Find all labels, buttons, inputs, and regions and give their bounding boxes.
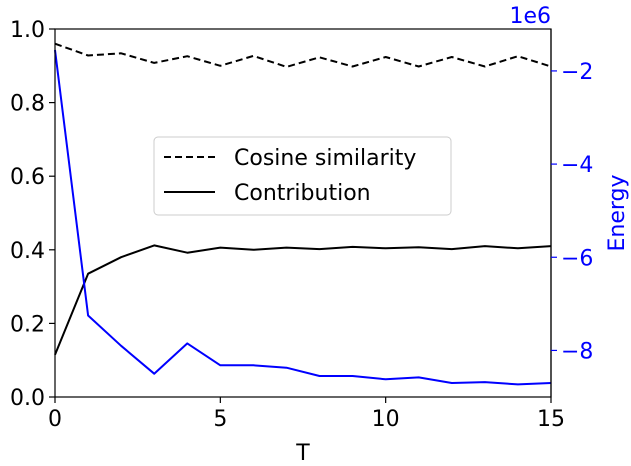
left-y-tick-label: 1.0 bbox=[10, 18, 45, 43]
right-y-tick-label: −8 bbox=[561, 339, 593, 364]
left-y-axis: 0.0 0.2 0.4 0.6 0.8 1.0 bbox=[10, 18, 55, 411]
left-y-tick-label: 0.4 bbox=[10, 239, 45, 264]
legend-label-contribution: Contribution bbox=[234, 181, 371, 206]
right-axis-label: Energy bbox=[605, 174, 630, 251]
series-line-contribution bbox=[54, 244, 552, 356]
x-axis: 0 5 10 15 bbox=[48, 397, 565, 432]
left-y-tick-label: 0.0 bbox=[10, 386, 45, 411]
legend-label-cosine-similarity: Cosine similarity bbox=[234, 146, 416, 171]
right-axis-offset-text: 1e6 bbox=[509, 4, 551, 29]
x-tick-label: 15 bbox=[537, 407, 565, 432]
right-y-axis: −2 −4 −6 −8 bbox=[550, 29, 593, 397]
x-tick-label: 5 bbox=[213, 407, 227, 432]
x-tick-label: 0 bbox=[48, 407, 62, 432]
legend-box bbox=[153, 136, 452, 216]
x-tick-label: 10 bbox=[372, 407, 400, 432]
series-line-energy bbox=[54, 49, 552, 386]
plot-lines bbox=[54, 42, 552, 386]
series-line-cosine-similarity bbox=[54, 42, 552, 68]
legend: Cosine similarity Contribution bbox=[153, 136, 452, 216]
x-axis-label: T bbox=[295, 441, 310, 466]
right-y-tick-label: −6 bbox=[561, 246, 593, 271]
left-y-tick-label: 0.8 bbox=[10, 92, 45, 117]
left-y-tick-label: 0.6 bbox=[10, 165, 45, 190]
right-y-tick-label: −4 bbox=[561, 153, 593, 178]
left-y-tick-label: 0.2 bbox=[10, 312, 45, 337]
right-y-tick-label: −2 bbox=[561, 60, 593, 85]
